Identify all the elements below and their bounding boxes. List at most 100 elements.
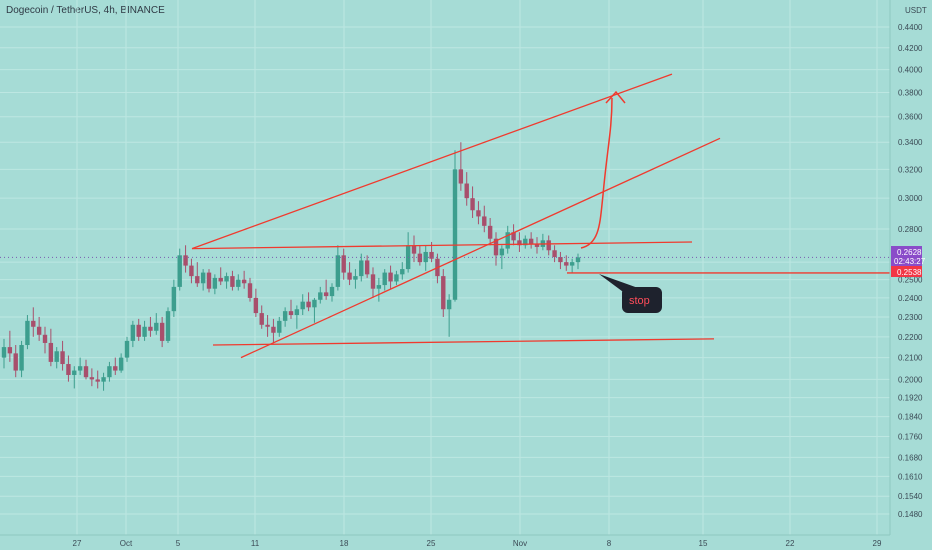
grid bbox=[0, 0, 890, 535]
y-tick-label: 0.3400 bbox=[898, 138, 923, 147]
candle-body bbox=[417, 253, 423, 263]
candle-body bbox=[60, 351, 65, 365]
candle-body bbox=[318, 292, 323, 300]
candle-body bbox=[564, 262, 569, 266]
y-tick-label: 0.4400 bbox=[898, 23, 923, 32]
candle-body bbox=[54, 351, 59, 362]
callout-label: stop bbox=[629, 295, 650, 307]
candle-body bbox=[300, 301, 305, 310]
y-tick-label: 0.4000 bbox=[898, 66, 923, 75]
candle-body bbox=[376, 285, 382, 289]
y-tick-label: 0.1480 bbox=[898, 510, 923, 519]
candle-body bbox=[148, 326, 153, 331]
y-tick-label: 0.1920 bbox=[898, 394, 923, 403]
candle-body bbox=[36, 326, 42, 335]
candle-body bbox=[89, 377, 95, 380]
candle-body bbox=[177, 255, 182, 287]
candle-body bbox=[282, 311, 288, 321]
candle-body bbox=[517, 240, 522, 246]
candle-body bbox=[323, 292, 329, 297]
candle-body bbox=[429, 251, 434, 259]
channel-lower-line[interactable] bbox=[240, 137, 721, 359]
x-tick-label: 27 bbox=[73, 539, 82, 548]
candle-body bbox=[294, 309, 300, 316]
price-tags: 0.2628 02:43:27 0.2538 bbox=[891, 246, 926, 277]
x-tick-label: 11 bbox=[251, 539, 260, 548]
y-tick-label: 0.2500 bbox=[898, 276, 923, 285]
x-tick-label: 5 bbox=[176, 539, 181, 548]
candle-body bbox=[470, 198, 475, 211]
y-tick-label: 0.2300 bbox=[898, 313, 923, 322]
y-tick-label: 0.1540 bbox=[898, 492, 923, 501]
candle-body bbox=[277, 320, 282, 333]
candle-body bbox=[569, 262, 575, 266]
candle-body bbox=[136, 324, 141, 337]
x-tick-label: 29 bbox=[873, 539, 882, 548]
candle-body bbox=[364, 260, 370, 275]
resistance-line[interactable] bbox=[191, 241, 693, 250]
candle-body bbox=[464, 183, 469, 199]
candle-body bbox=[113, 366, 118, 371]
chart-title: Dogecoin / TetherUS, 4h, BINANCE bbox=[6, 5, 165, 16]
time-axis[interactable]: 27 Oct 5 11 18 25 Nov 8 15 22 29 bbox=[0, 534, 890, 548]
y-tick-label: 0.3200 bbox=[898, 165, 923, 174]
candle-body bbox=[48, 342, 54, 362]
candle-body bbox=[13, 353, 18, 371]
candle-body bbox=[382, 272, 387, 286]
stop-callout[interactable]: stop bbox=[599, 274, 662, 313]
current-price-label: 0.2628 bbox=[897, 248, 922, 257]
candle-body bbox=[7, 347, 13, 354]
current-price-tag bbox=[891, 246, 922, 267]
support-line[interactable] bbox=[212, 338, 715, 346]
candle-body bbox=[1, 347, 7, 358]
y-tick-label: 0.1760 bbox=[898, 433, 923, 442]
candle-body bbox=[31, 320, 36, 327]
candle-body bbox=[411, 245, 417, 254]
channel-upper-line[interactable] bbox=[191, 73, 673, 250]
candle-body bbox=[154, 322, 159, 331]
candle-body bbox=[142, 326, 147, 337]
x-tick-label: 8 bbox=[607, 539, 612, 548]
candle-body bbox=[482, 216, 487, 226]
y-tick-label: 0.4200 bbox=[898, 44, 923, 53]
candle-body bbox=[259, 313, 264, 325]
candle-body bbox=[19, 345, 24, 371]
candle-body bbox=[206, 272, 212, 289]
candle-body bbox=[288, 311, 294, 316]
x-tick-label: 18 bbox=[340, 539, 349, 548]
candle-body bbox=[101, 377, 106, 382]
candle-body bbox=[446, 299, 452, 310]
stop-price-tag bbox=[891, 266, 922, 277]
candles bbox=[1, 142, 581, 391]
candle-body bbox=[95, 379, 100, 382]
y-tick-label: 0.2800 bbox=[898, 225, 923, 234]
candle-body bbox=[511, 232, 516, 241]
candle-body bbox=[487, 225, 493, 239]
candle-body bbox=[335, 255, 341, 287]
candle-body bbox=[458, 169, 464, 184]
candle-body bbox=[253, 297, 259, 314]
candle-body bbox=[189, 265, 194, 277]
candle-body bbox=[534, 243, 540, 247]
candle-body bbox=[394, 274, 399, 282]
candle-body bbox=[247, 283, 253, 298]
y-tick-label: 0.2100 bbox=[898, 354, 923, 363]
candle-body bbox=[271, 326, 276, 333]
y-tick-label: 0.1610 bbox=[898, 472, 923, 481]
candle-body bbox=[359, 260, 364, 277]
candle-body bbox=[77, 366, 83, 371]
candle-body bbox=[476, 210, 481, 217]
candle-body bbox=[400, 269, 405, 275]
candle-body bbox=[66, 364, 71, 375]
candle-body bbox=[107, 366, 112, 378]
candle-body bbox=[528, 238, 534, 244]
y-tick-label: 0.3000 bbox=[898, 194, 923, 203]
candle-body bbox=[224, 276, 229, 282]
candle-body bbox=[183, 255, 188, 266]
candle-body bbox=[212, 277, 218, 289]
candle-body bbox=[523, 238, 528, 246]
candle-body bbox=[230, 276, 235, 287]
drawings bbox=[0, 73, 890, 359]
